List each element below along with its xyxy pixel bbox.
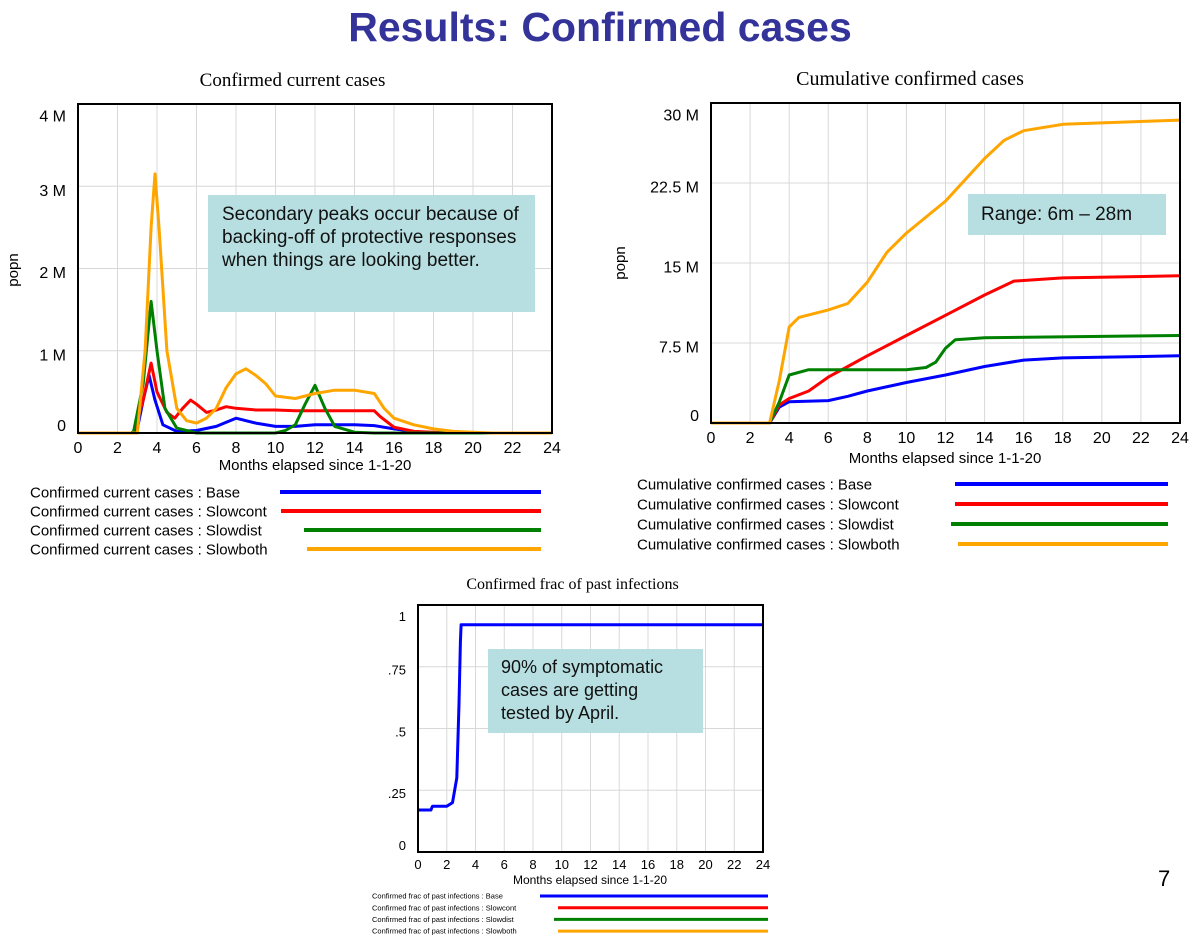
x-tick-label: 4 — [785, 430, 794, 447]
series-line-slowboth — [78, 172, 552, 435]
x-axis-label: Months elapsed since 1-1-20 — [849, 450, 1042, 467]
x-tick-label: 20 — [698, 857, 712, 872]
x-tick-label: 2 — [746, 430, 755, 447]
x-tick-label: 4 — [153, 440, 162, 457]
series-line-slowdist — [711, 334, 1181, 425]
x-tick-label: 6 — [501, 857, 508, 872]
x-axis-label: Months elapsed since 1-1-20 — [513, 873, 667, 887]
x-tick-label: 24 — [543, 440, 561, 457]
x-tick-label: 16 — [385, 440, 403, 457]
y-tick-label: 7.5 M — [659, 340, 699, 357]
y-tick-label: 3 M — [39, 183, 66, 200]
legend-label: Cumulative confirmed cases : Slowcont — [637, 496, 900, 513]
x-tick-label: 6 — [824, 430, 833, 447]
legend-label: Confirmed current cases : Slowcont — [30, 503, 268, 520]
x-tick-label: 4 — [472, 857, 479, 872]
x-tick-label: 8 — [529, 857, 536, 872]
plot-frame — [77, 103, 553, 434]
legend-label: Confirmed current cases : Slowdist — [30, 522, 263, 539]
x-tick-label: 8 — [232, 440, 241, 457]
y-tick-label: 1 — [399, 609, 406, 624]
x-tick-label: 8 — [863, 430, 872, 447]
x-tick-label: 14 — [976, 430, 994, 447]
x-tick-label: 20 — [1093, 430, 1111, 447]
series-line-slowcont — [78, 361, 552, 435]
y-tick-label: .5 — [395, 724, 406, 739]
y-tick-label: 1 M — [39, 347, 66, 364]
y-tick-label: 4 M — [39, 109, 66, 126]
legend-label: Confirmed frac of past infections : Slow… — [372, 903, 517, 912]
x-tick-label: 12 — [937, 430, 955, 447]
legend-label: Confirmed frac of past infections : Slow… — [372, 915, 515, 924]
y-axis-label: popn — [5, 253, 22, 286]
x-tick-label: 24 — [1171, 430, 1189, 447]
x-tick-label: 12 — [306, 440, 324, 457]
y-tick-label: .75 — [388, 663, 406, 678]
legend-label: Confirmed current cases : Slowboth — [30, 541, 268, 558]
x-tick-label: 22 — [504, 440, 522, 457]
series-line-slowcont — [711, 274, 1181, 425]
series-line-base — [418, 623, 763, 812]
x-tick-label: 22 — [1132, 430, 1150, 447]
x-tick-label: 0 — [414, 857, 421, 872]
plot-frame — [710, 102, 1181, 424]
legend-label: Confirmed current cases : Base — [30, 484, 240, 501]
legend-label: Cumulative confirmed cases : Slowboth — [637, 536, 900, 553]
y-tick-label: 15 M — [663, 260, 699, 277]
x-tick-label: 18 — [670, 857, 684, 872]
chart-3-annotation: 90% of symptomatic cases are getting tes… — [488, 649, 703, 733]
x-tick-label: 10 — [555, 857, 569, 872]
chart-2-title: Cumulative confirmed cases — [796, 68, 1024, 90]
x-tick-label: 2 — [113, 440, 122, 457]
y-tick-label: 0 — [690, 408, 699, 425]
y-tick-label: 2 M — [39, 265, 66, 282]
x-tick-label: 18 — [425, 440, 443, 457]
page-number: 7 — [1158, 866, 1171, 891]
y-tick-label: 22.5 M — [650, 180, 699, 197]
x-tick-label: 0 — [707, 430, 716, 447]
x-tick-label: 2 — [443, 857, 450, 872]
x-tick-label: 16 — [641, 857, 655, 872]
legend-label: Cumulative confirmed cases : Slowdist — [637, 516, 895, 533]
x-tick-label: 20 — [464, 440, 482, 457]
x-tick-label: 6 — [192, 440, 201, 457]
x-tick-label: 14 — [346, 440, 364, 457]
chart-1-title: Confirmed current cases — [199, 70, 386, 91]
x-tick-label: 10 — [267, 440, 285, 457]
x-tick-label: 16 — [1015, 430, 1033, 447]
x-tick-label: 14 — [612, 857, 626, 872]
y-tick-label: 0 — [399, 838, 406, 853]
series-line-slowboth — [711, 118, 1181, 425]
chart-1-annotation: Secondary peaks occur because of backing… — [208, 195, 535, 312]
legend-label: Confirmed frac of past infections : Slow… — [372, 927, 517, 936]
slide-title: Results: Confirmed cases — [348, 4, 852, 50]
x-tick-label: 24 — [756, 857, 770, 872]
y-axis-label: popn — [612, 246, 629, 279]
plot-frame — [417, 604, 764, 853]
x-tick-label: 0 — [74, 440, 83, 457]
x-tick-label: 12 — [583, 857, 597, 872]
x-tick-label: 18 — [1054, 430, 1072, 447]
chart-3-title: Confirmed frac of past infections — [466, 576, 679, 593]
y-tick-label: 0 — [57, 418, 66, 435]
x-tick-label: 10 — [898, 430, 916, 447]
y-tick-label: 30 M — [663, 108, 699, 125]
series-line-slowdist — [78, 299, 552, 435]
x-tick-label: 22 — [727, 857, 741, 872]
legend-label: Cumulative confirmed cases : Base — [637, 476, 872, 493]
legend-label: Confirmed frac of past infections : Base — [372, 892, 503, 901]
y-tick-label: .25 — [388, 786, 406, 801]
chart-2-annotation: Range: 6m – 28m — [968, 194, 1166, 235]
x-axis-label: Months elapsed since 1-1-20 — [219, 457, 412, 474]
